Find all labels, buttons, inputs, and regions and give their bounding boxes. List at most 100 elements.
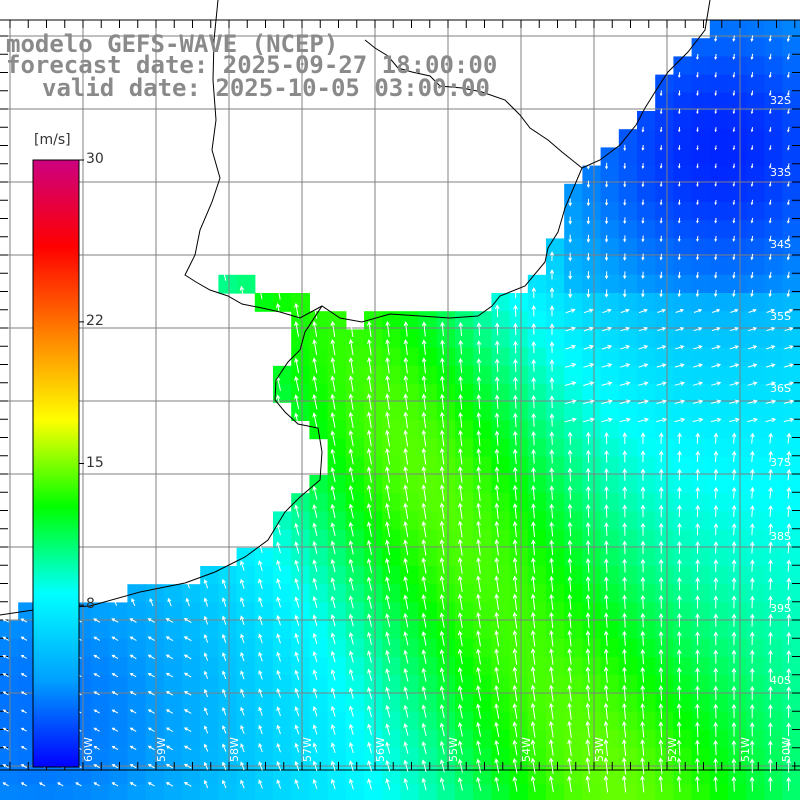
wind-cell: [655, 566, 674, 585]
wind-cell: [673, 529, 693, 549]
wind-cell: [746, 56, 765, 76]
wind-arrow: [93, 709, 100, 714]
wind-cell: [182, 675, 201, 694]
wind-cell: [582, 384, 602, 403]
wind-cell: [364, 675, 383, 694]
wind-arrow: [476, 322, 482, 336]
wind-arrow: [765, 381, 776, 386]
wind-arrow: [786, 667, 792, 682]
wind-cell: [600, 293, 620, 312]
wind-arrow: [658, 667, 664, 683]
wind-cell: [364, 384, 383, 403]
wind-cell: [473, 729, 492, 749]
wind-cell: [618, 511, 638, 531]
wind-cell: [746, 238, 765, 258]
wind-cell: [382, 784, 401, 800]
wind-cell: [145, 784, 165, 800]
wind-cell: [163, 638, 183, 658]
wind-cell: [418, 657, 438, 676]
wind-arrow: [20, 691, 27, 696]
wind-arrow: [494, 520, 500, 538]
wind-cell: [382, 766, 401, 785]
wind-cell: [473, 511, 492, 531]
wind-cell: [691, 420, 711, 440]
wind-arrow: [749, 613, 755, 627]
wind-cell: [709, 456, 729, 476]
wind-arrow: [513, 376, 518, 391]
wind-arrow: [476, 502, 481, 520]
wind-cell: [72, 766, 92, 785]
wind-cell: [309, 711, 329, 731]
wind-arrow: [784, 327, 794, 332]
wind-cell: [491, 620, 511, 640]
wind-cell: [655, 111, 674, 130]
wind-cell: [345, 420, 365, 440]
wind-cell: [728, 129, 747, 148]
wind-cell: [618, 766, 638, 785]
wind-arrow: [677, 522, 682, 536]
wind-cell: [527, 620, 547, 640]
wind-arrow: [93, 673, 100, 678]
wind-cell: [109, 638, 128, 658]
wind-cell: [728, 274, 747, 294]
wind-cell: [327, 657, 347, 676]
wind-cell: [637, 365, 656, 385]
wind-arrow: [203, 579, 209, 589]
wind-arrow: [713, 776, 718, 792]
wind-arrow: [549, 251, 555, 262]
wind-cell: [327, 456, 347, 476]
wind-arrow: [403, 484, 409, 501]
wind-cell: [655, 547, 674, 567]
wind-arrow: [732, 90, 736, 97]
wind-cell: [546, 274, 565, 294]
wind-cell: [436, 547, 456, 567]
wind-cell: [418, 475, 438, 494]
wind-arrow: [20, 655, 28, 659]
wind-cell: [746, 584, 765, 603]
wind-cell: [182, 657, 201, 676]
wind-arrow: [20, 673, 28, 678]
wind-cell: [782, 274, 800, 294]
wind-arrow: [312, 540, 318, 554]
wind-cell: [327, 620, 347, 640]
wind-cell: [509, 438, 529, 458]
wind-cell: [764, 238, 784, 258]
wind-arrow: [787, 181, 790, 188]
wind-arrow: [622, 468, 628, 481]
wind-cell: [473, 311, 492, 330]
wind-cell: [782, 293, 800, 312]
wind-arrow: [678, 199, 681, 206]
wind-cell: [746, 711, 765, 731]
wind-cell: [291, 384, 310, 403]
wind-arrow: [531, 304, 537, 317]
wind-cell: [200, 566, 219, 585]
wind-arrow: [147, 691, 155, 696]
wind-arrow: [403, 375, 409, 392]
wind-arrow: [695, 757, 700, 774]
wind-arrow: [531, 557, 536, 574]
wind-cell: [691, 111, 711, 130]
wind-cell: [764, 657, 784, 676]
wind-cell: [709, 365, 729, 385]
wind-cell: [91, 748, 110, 767]
wind-cell: [546, 475, 565, 494]
wind-cell: [254, 620, 274, 640]
wind-cell: [728, 638, 747, 658]
wind-cell: [600, 438, 620, 458]
wind-arrow: [421, 375, 427, 392]
wind-cell: [418, 620, 438, 640]
wind-arrow: [658, 721, 664, 738]
wind-arrow: [366, 448, 372, 465]
wind-cell: [455, 529, 474, 549]
wind-arrow: [714, 181, 717, 187]
wind-arrow: [494, 412, 500, 428]
wind-arrow: [165, 654, 174, 660]
wind-arrow: [530, 721, 536, 738]
wind-arrow: [659, 108, 663, 115]
wind-cell: [764, 584, 784, 603]
wind-cell: [764, 274, 784, 294]
wind-cell: [546, 511, 565, 531]
wind-cell: [564, 638, 583, 658]
wind-cell: [145, 657, 165, 676]
